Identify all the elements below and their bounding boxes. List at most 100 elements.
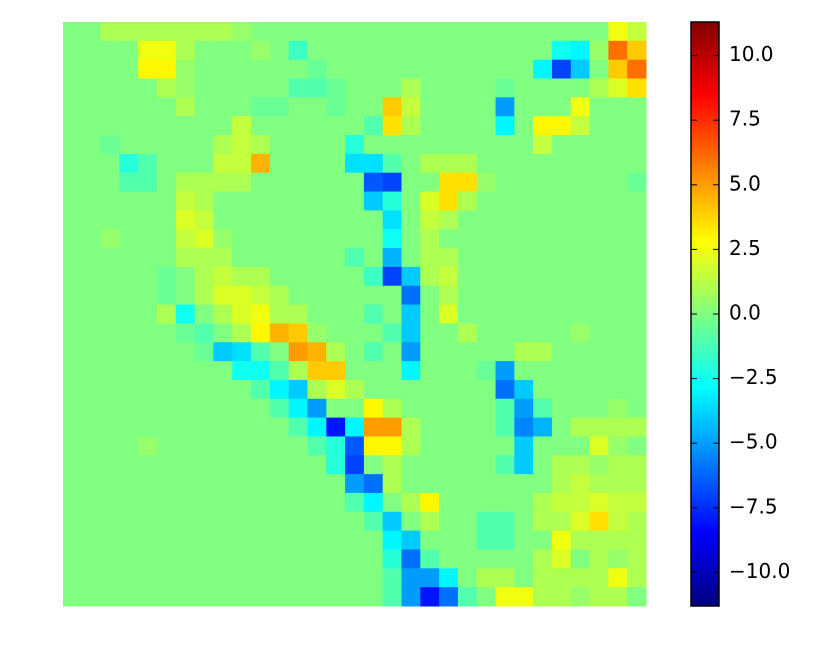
heatmap-cell — [589, 492, 609, 513]
heatmap-cell — [326, 511, 346, 532]
heatmap-cell — [81, 153, 102, 174]
heatmap-cell — [232, 210, 252, 230]
heatmap-cell — [63, 474, 83, 494]
heatmap-cell — [251, 530, 271, 550]
heatmap-cell — [326, 568, 346, 588]
heatmap-cell — [232, 474, 252, 494]
heatmap-cell — [213, 172, 233, 193]
heatmap-cell — [194, 568, 214, 588]
heatmap-cell — [382, 116, 403, 136]
heatmap-cell — [326, 78, 346, 98]
heatmap-cell — [157, 587, 177, 607]
heatmap-cell — [269, 78, 290, 98]
heatmap-cell — [138, 417, 158, 437]
heatmap-cell — [269, 266, 290, 287]
heatmap-cell — [476, 97, 497, 117]
heatmap-cell — [551, 511, 572, 532]
heatmap-cell — [326, 379, 346, 400]
heatmap-cell — [363, 323, 384, 343]
heatmap-cell — [269, 210, 290, 230]
heatmap-cell — [457, 323, 478, 343]
heatmap-cell — [81, 323, 102, 343]
heatmap-cell — [251, 229, 271, 249]
heatmap-cell — [627, 135, 647, 155]
heatmap-cell — [345, 210, 365, 230]
heatmap-cell — [345, 266, 365, 287]
heatmap-cell — [401, 568, 421, 588]
heatmap-cell — [570, 379, 591, 400]
heatmap-cell — [288, 568, 308, 588]
heatmap-cell — [570, 568, 591, 588]
heatmap-cell — [420, 135, 440, 155]
heatmap-cell — [476, 530, 497, 550]
heatmap-cell — [551, 379, 572, 400]
heatmap-cell — [363, 248, 384, 268]
heatmap-cell — [157, 135, 177, 155]
heatmap-cell — [288, 436, 308, 456]
heatmap-cell — [326, 116, 346, 136]
heatmap-cell — [420, 59, 440, 80]
heatmap-cell — [570, 492, 591, 513]
heatmap-cell — [495, 492, 515, 513]
heatmap-cell — [382, 549, 403, 569]
heatmap-cell — [551, 361, 572, 381]
heatmap-cell — [401, 59, 421, 80]
heatmap-cell — [457, 248, 478, 268]
heatmap-cell — [627, 97, 647, 117]
heatmap-cell — [363, 78, 384, 98]
heatmap-cell — [288, 417, 308, 437]
heatmap-cell — [269, 323, 290, 343]
heatmap-cell — [307, 210, 327, 230]
heatmap-cell — [382, 266, 403, 287]
heatmap-cell — [608, 492, 628, 513]
heatmap-cell — [213, 417, 233, 437]
heatmap-cell — [627, 266, 647, 287]
heatmap-cell — [345, 436, 365, 456]
heatmap-cell — [251, 379, 271, 400]
heatmap-cell — [251, 191, 271, 211]
heatmap-cell — [608, 323, 628, 343]
heatmap-cell — [420, 153, 440, 174]
heatmap-cell — [627, 474, 647, 494]
heatmap-cell — [269, 455, 290, 475]
heatmap-cell — [608, 379, 628, 400]
heatmap-cell — [119, 172, 139, 193]
heatmap-cell — [63, 285, 83, 306]
heatmap-cell — [627, 285, 647, 306]
heatmap-cell — [119, 530, 139, 550]
heatmap-cell — [627, 417, 647, 437]
heatmap-cell — [326, 285, 346, 306]
heatmap-cell — [100, 191, 120, 211]
heatmap-cell — [81, 436, 102, 456]
heatmap-cell — [251, 417, 271, 437]
heatmap-cell — [627, 59, 647, 80]
heatmap-cell — [345, 22, 365, 42]
heatmap-cell — [439, 455, 459, 475]
heatmap-cell — [382, 59, 403, 80]
heatmap-cell — [175, 474, 196, 494]
heatmap-cell — [533, 135, 553, 155]
heatmap-cell — [194, 379, 214, 400]
heatmap-cell — [382, 361, 403, 381]
heatmap-cell — [608, 304, 628, 324]
heatmap-cell — [514, 78, 534, 98]
heatmap-cell — [119, 361, 139, 381]
heatmap-cell — [100, 379, 120, 400]
heatmap-cell — [269, 492, 290, 513]
heatmap-cell — [570, 40, 591, 61]
heatmap-cell — [213, 568, 233, 588]
heatmap-cell — [232, 398, 252, 419]
heatmap-cell — [213, 248, 233, 268]
heatmap-cell — [269, 587, 290, 607]
heatmap-cell — [81, 210, 102, 230]
heatmap-cell — [627, 361, 647, 381]
heatmap-cell — [175, 40, 196, 61]
heatmap-cell — [345, 323, 365, 343]
heatmap-cell — [63, 568, 83, 588]
heatmap-cell — [401, 285, 421, 306]
heatmap-cell — [476, 474, 497, 494]
heatmap-cell — [194, 530, 214, 550]
heatmap-cell — [589, 304, 609, 324]
heatmap-cell — [551, 97, 572, 117]
